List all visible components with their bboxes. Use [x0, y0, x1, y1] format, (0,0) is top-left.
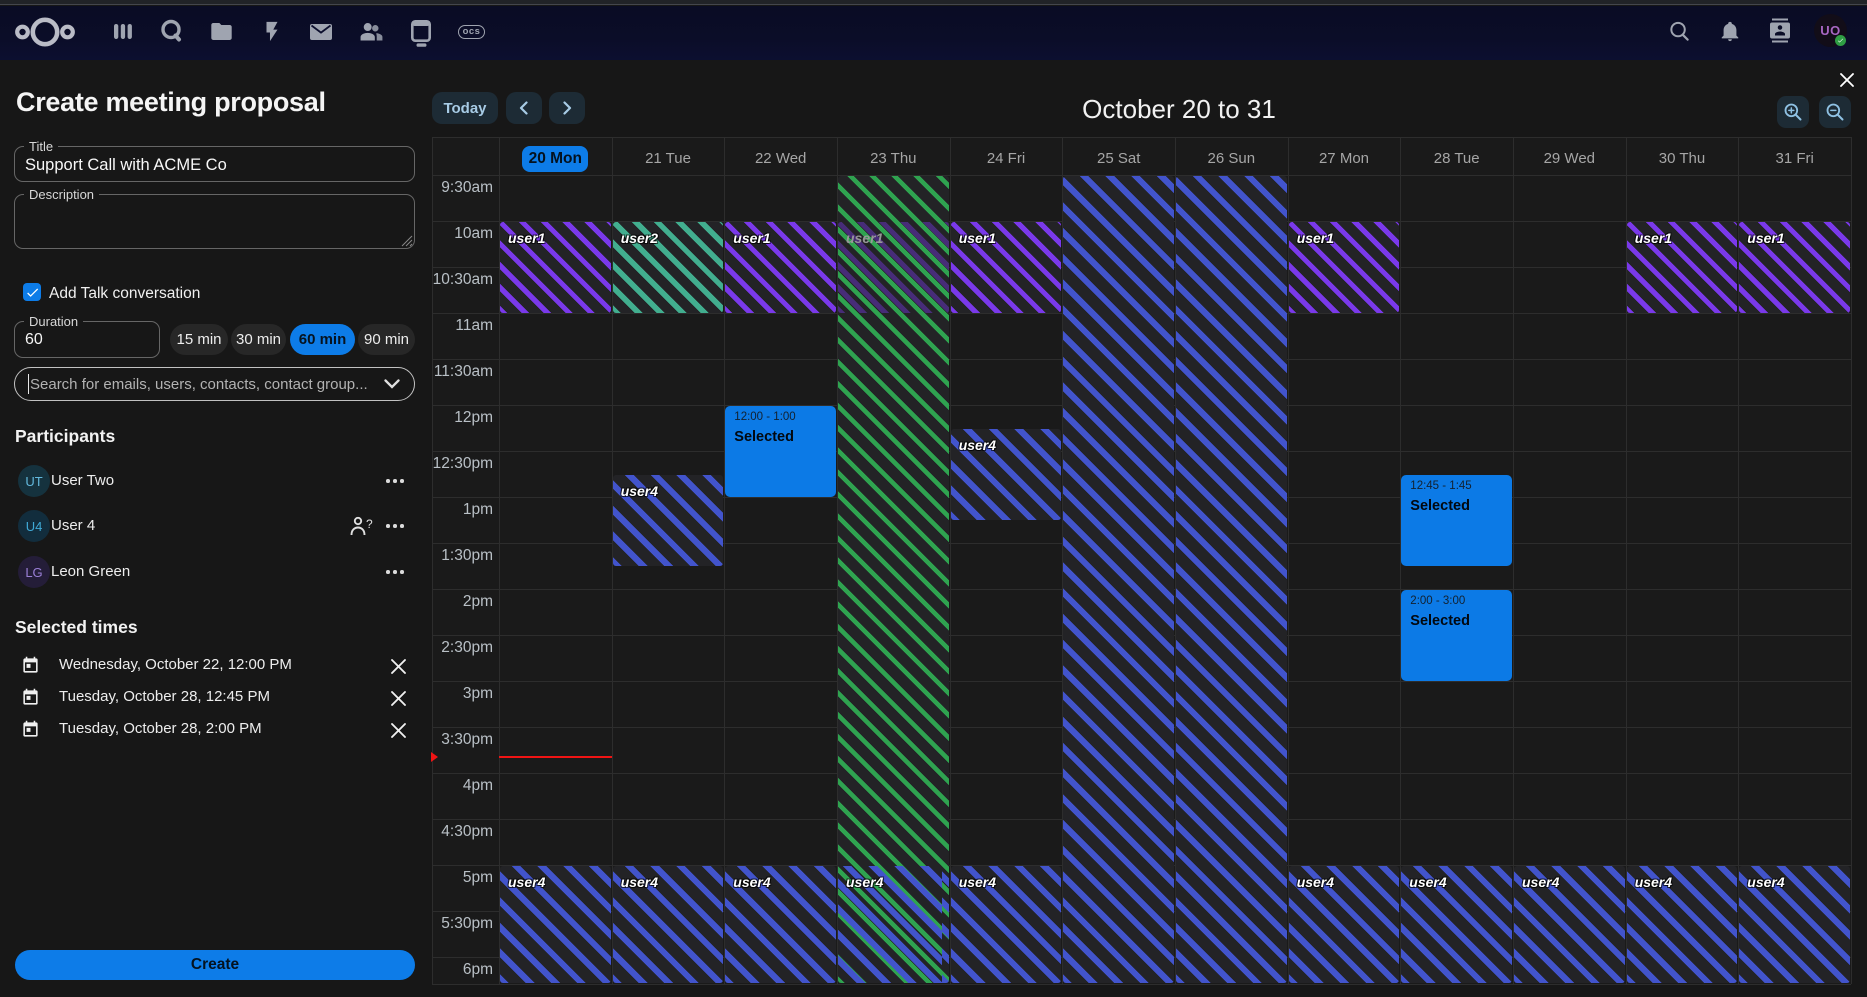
- svg-text:?: ?: [366, 517, 373, 531]
